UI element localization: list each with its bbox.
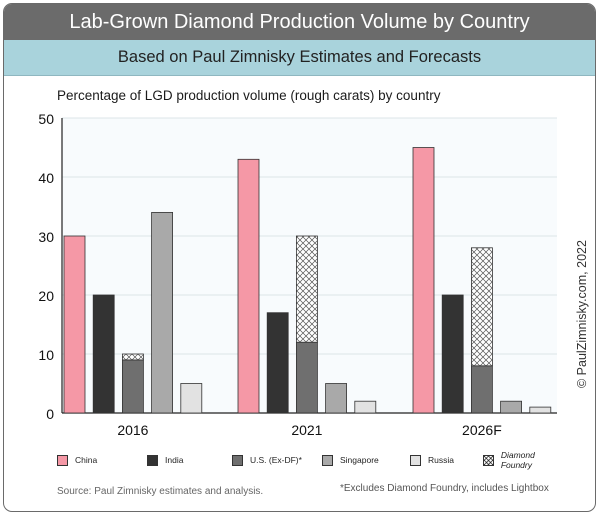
footnote-text: *Excludes Diamond Foundry, includes Ligh…	[340, 483, 549, 494]
legend-swatch-us	[232, 454, 243, 466]
legend-label-diamond-foundry: Diamond Foundry	[500, 450, 535, 470]
copyright-text: © PaulZimnisky.com, 2022	[575, 240, 589, 388]
chart-title: Lab-Grown Diamond Production Volume by C…	[4, 4, 595, 40]
legend-label-china: China	[75, 455, 98, 465]
legend-item-russia: Russia	[410, 452, 454, 468]
legend-item-us: U.S. (Ex-DF)*	[232, 452, 302, 468]
legend-label-singapore: Singapore	[340, 455, 379, 465]
chart-subtitle: Based on Paul Zimnisky Estimates and For…	[4, 40, 595, 76]
legend-swatch-china	[57, 454, 68, 466]
source-text: Source: Paul Zimnisky estimates and anal…	[57, 486, 264, 497]
legend-item-diamond-foundry: Diamond Foundry	[483, 450, 567, 470]
legend-item-singapore: Singapore	[322, 452, 379, 468]
legend-label-us: U.S. (Ex-DF)*	[250, 455, 302, 465]
legend-label-india: India	[165, 455, 184, 465]
legend-label-russia: Russia	[428, 455, 454, 465]
y-axis-label: Percentage of LGD production volume (rou…	[57, 88, 441, 103]
legend-swatch-diamond-foundry	[483, 454, 494, 466]
legend: China India U.S. (Ex-DF)* Singapore Russ…	[57, 450, 567, 470]
legend-item-china: China	[57, 452, 97, 468]
legend-swatch-singapore	[322, 454, 333, 466]
chart-frame: Lab-Grown Diamond Production Volume by C…	[3, 3, 596, 512]
legend-swatch-russia	[410, 454, 421, 466]
legend-swatch-india	[147, 454, 158, 466]
legend-item-india: India	[147, 452, 183, 468]
